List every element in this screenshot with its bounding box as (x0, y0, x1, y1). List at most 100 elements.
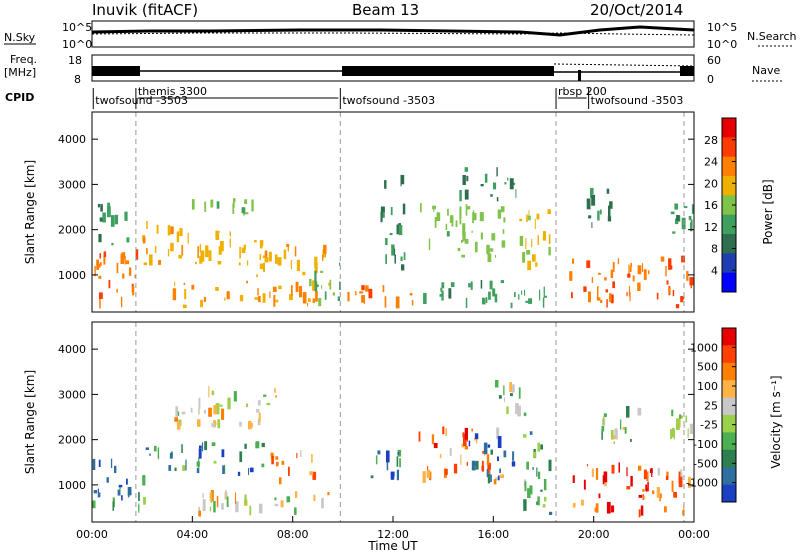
cpid-segment-label: twofsound -3503 (342, 94, 435, 107)
echo-mark (484, 173, 488, 183)
echo-mark (274, 497, 277, 501)
echo-mark (691, 204, 694, 214)
echo-mark (275, 395, 277, 398)
echo-mark (382, 206, 385, 218)
echo-mark (198, 397, 201, 409)
colorbar-tick-label: 1000 (690, 341, 718, 354)
y-tick-label: 2000 (58, 224, 86, 237)
echo-mark (671, 409, 674, 417)
echo-mark (548, 234, 551, 244)
echo-mark (197, 419, 201, 427)
echo-mark (268, 251, 272, 262)
echo-mark (111, 243, 114, 246)
echo-cluster (423, 280, 547, 309)
echo-mark (572, 258, 575, 264)
echo-mark (643, 469, 647, 480)
echo-mark (648, 270, 650, 275)
echo-cluster (418, 426, 505, 485)
echo-mark (468, 283, 471, 288)
colorbar-tick-label: 24 (704, 156, 718, 169)
echo-mark (591, 277, 594, 283)
echo-mark (515, 403, 519, 415)
echo-mark (312, 471, 317, 480)
echo-mark (390, 207, 393, 216)
echo-mark (591, 468, 594, 477)
echo-mark (271, 455, 274, 465)
echo-mark (296, 453, 298, 459)
echo-mark (190, 407, 193, 413)
echo-mark (534, 218, 536, 230)
echo-mark (487, 462, 491, 474)
echo-mark (314, 281, 318, 292)
echo-mark (466, 175, 469, 182)
echo-mark (259, 254, 262, 260)
echo-mark (134, 274, 137, 278)
echo-mark (496, 167, 498, 177)
colorbar-swatch (722, 467, 736, 486)
nsky-strip: N.Sky 10^5 10^0 10^5 10^0 N.Search (4, 20, 797, 51)
echo-mark (536, 467, 538, 477)
echo-mark (528, 298, 533, 304)
echo-mark (466, 461, 468, 466)
echo-mark (572, 503, 576, 508)
echo-mark (689, 423, 693, 434)
echo-mark (448, 288, 452, 299)
echo-mark (599, 209, 602, 215)
echo-mark (176, 422, 181, 430)
echo-mark (112, 501, 114, 511)
cpid-segment-label: twofsound -3503 (95, 94, 188, 107)
echo-mark (274, 503, 279, 507)
echo-cluster (572, 462, 655, 518)
echo-mark (403, 252, 406, 261)
echo-mark (518, 294, 520, 300)
colorbar-tick-label: -1000 (686, 477, 718, 490)
echo-mark (178, 254, 183, 259)
echo-mark (399, 458, 401, 468)
echo-mark (445, 428, 447, 437)
echo-mark (261, 442, 265, 448)
echo-mark (543, 286, 545, 298)
echo-mark (110, 215, 115, 227)
echo-mark (217, 230, 220, 234)
time-axis-label: Time UT (367, 539, 418, 553)
echo-mark (251, 199, 254, 212)
echo-mark (473, 437, 476, 441)
echo-mark (142, 475, 146, 486)
echo-mark (309, 471, 314, 476)
echo-mark (247, 260, 249, 266)
echo-mark (533, 451, 537, 458)
echo-mark (347, 291, 350, 302)
echo-mark (262, 293, 266, 303)
echo-mark (184, 289, 187, 300)
echo-mark (98, 492, 101, 498)
echo-mark (195, 261, 197, 265)
y-tick-label: 4000 (58, 133, 86, 146)
echo-mark (540, 444, 543, 450)
echo-mark (339, 262, 341, 266)
echo-mark (183, 282, 185, 286)
echo-mark (447, 208, 449, 216)
echo-mark (283, 249, 287, 260)
echo-mark (470, 281, 473, 290)
echo-mark (199, 244, 202, 253)
echo-mark (504, 182, 507, 185)
colorbar-swatch (722, 234, 736, 254)
echo-mark (118, 484, 123, 488)
echo-mark (674, 203, 678, 210)
echo-mark (295, 491, 298, 498)
echo-mark (103, 251, 107, 258)
echo-mark (211, 390, 215, 396)
echo-mark (191, 284, 195, 290)
echo-cluster (380, 174, 406, 271)
colorbar-tick-label: 4 (711, 264, 718, 277)
echo-mark (668, 287, 671, 294)
echo-mark (176, 231, 180, 243)
echo-mark (182, 465, 186, 471)
echo-mark (517, 405, 521, 417)
echo-mark (659, 498, 661, 502)
echo-mark (460, 454, 462, 465)
echo-mark (494, 293, 498, 303)
echo-mark (321, 285, 323, 289)
freq-strip: Freq. [MHz] 18 8 60 0 Nave (4, 53, 782, 86)
echo-mark (174, 417, 178, 422)
